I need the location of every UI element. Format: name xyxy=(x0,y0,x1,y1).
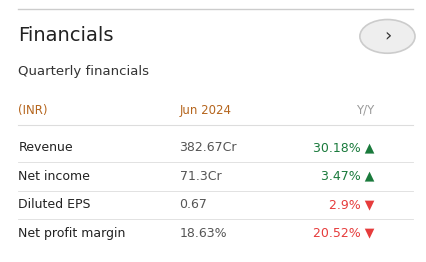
Text: 382.67Cr: 382.67Cr xyxy=(179,141,236,154)
Text: (INR): (INR) xyxy=(18,104,48,117)
Text: 71.3Cr: 71.3Cr xyxy=(179,170,221,183)
Text: 20.52% ▼: 20.52% ▼ xyxy=(313,227,374,240)
Text: 2.9% ▼: 2.9% ▼ xyxy=(328,198,374,211)
Text: Financials: Financials xyxy=(18,26,114,45)
Text: Net profit margin: Net profit margin xyxy=(18,227,125,240)
Text: Net income: Net income xyxy=(18,170,90,183)
Text: 0.67: 0.67 xyxy=(179,198,207,211)
Text: Diluted EPS: Diluted EPS xyxy=(18,198,91,211)
Text: 3.47% ▲: 3.47% ▲ xyxy=(321,170,374,183)
Text: 18.63%: 18.63% xyxy=(179,227,227,240)
Text: Revenue: Revenue xyxy=(18,141,73,154)
Circle shape xyxy=(359,20,414,53)
Text: Y/Y: Y/Y xyxy=(356,104,374,117)
Text: Quarterly financials: Quarterly financials xyxy=(18,65,149,78)
Text: ›: › xyxy=(383,28,390,45)
Text: Jun 2024: Jun 2024 xyxy=(179,104,231,117)
Text: 30.18% ▲: 30.18% ▲ xyxy=(313,141,374,154)
